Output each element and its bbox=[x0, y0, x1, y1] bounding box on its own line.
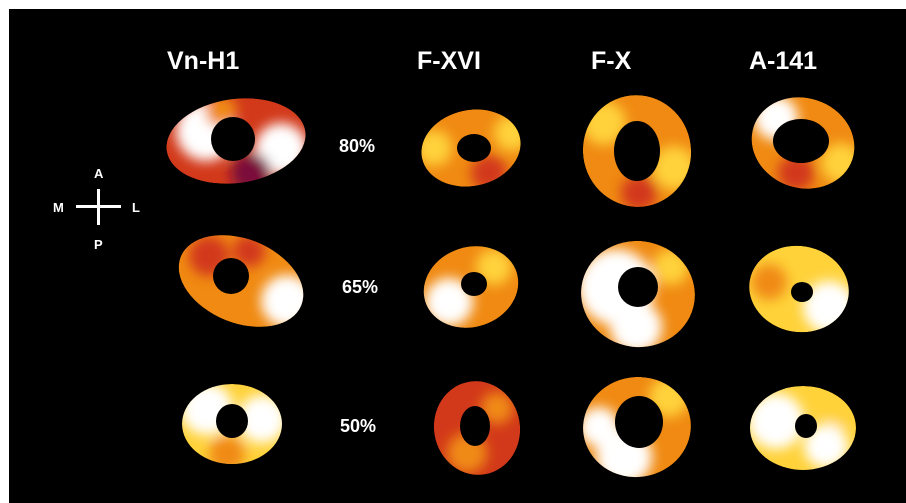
row-label-80: 80% bbox=[339, 136, 376, 156]
cross-section-f-x-50 bbox=[579, 376, 691, 485]
cross-section-f-xvi-50 bbox=[433, 381, 521, 475]
column-label-a-141: A-141 bbox=[749, 47, 818, 75]
compass-medial-label: M bbox=[53, 200, 64, 215]
cross-section-vn-h1-65 bbox=[178, 235, 313, 327]
column-label-vn-h1: Vn-H1 bbox=[167, 47, 240, 75]
cross-section-f-xvi-65 bbox=[423, 246, 519, 328]
cross-section-f-x-80 bbox=[582, 95, 696, 211]
compass-lateral-label: L bbox=[132, 200, 140, 215]
compass-posterior-label: P bbox=[94, 237, 103, 252]
column-label-f-x: F-X bbox=[591, 47, 632, 75]
cross-section-f-x-65 bbox=[578, 240, 695, 353]
cross-section-vn-h1-50 bbox=[182, 384, 282, 464]
compass-vertical-bar bbox=[97, 189, 100, 225]
column-label-f-xvi: F-XVI bbox=[417, 47, 481, 75]
cross-section-a-141-80 bbox=[751, 96, 861, 191]
cross-section-f-xvi-80 bbox=[416, 109, 528, 191]
cross-section-a-141-65 bbox=[749, 245, 855, 333]
row-label-50: 50% bbox=[340, 416, 377, 436]
cross-section-figure: Vn-H1 F-XVI F-X A-141 80% 65% 50% A P M … bbox=[9, 9, 906, 503]
cross-section-a-141-50 bbox=[750, 386, 856, 470]
row-label-65: 65% bbox=[342, 277, 379, 297]
cross-section-vn-h1-80 bbox=[166, 95, 307, 193]
compass-anterior-label: A bbox=[94, 166, 104, 181]
